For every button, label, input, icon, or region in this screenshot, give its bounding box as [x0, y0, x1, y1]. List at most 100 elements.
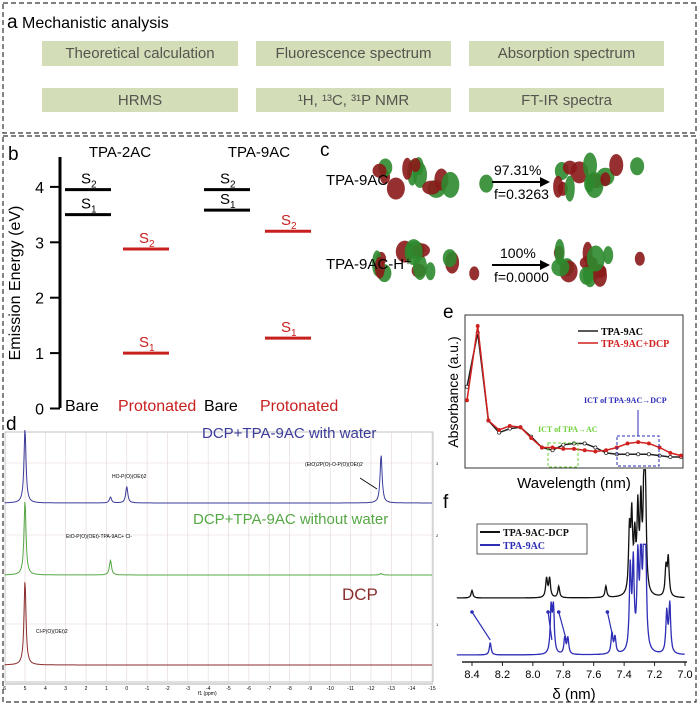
x-tick-label: 8.4 — [464, 669, 479, 681]
data-point — [582, 441, 587, 446]
nmr-spectrum — [456, 543, 685, 656]
data-point — [518, 425, 523, 430]
structure-adduct: EtO-P(O)(OEt)-TPA-9AC+ Cl- — [66, 534, 132, 540]
panel-letter: d — [6, 414, 17, 435]
nmr-trace — [4, 582, 432, 666]
x-tick-label: 5 — [24, 686, 27, 692]
data-point — [657, 445, 662, 450]
panel-letter: f — [443, 492, 449, 513]
data-point — [668, 450, 673, 455]
state-label: S1 — [281, 319, 297, 339]
arrow-head — [540, 177, 550, 187]
data-point — [561, 446, 566, 451]
data-point — [593, 449, 598, 454]
x-tick-label: -7 — [267, 686, 272, 692]
shift-arrow — [606, 611, 615, 641]
x-tick-label: -11 — [347, 686, 354, 692]
orbital-lobe — [553, 175, 564, 198]
homo-orbital-tpa-9ac — [372, 157, 494, 200]
data-point — [486, 418, 491, 423]
x-tick-label: -5 — [226, 686, 231, 692]
transition-percent: 97.31% — [494, 162, 542, 178]
right-tick-label: 2 — [436, 533, 439, 538]
panel-letter: a — [7, 12, 18, 33]
structure-pyrophosphate: (EtO)2P(O)-O-P(O)(OEt)2 — [305, 462, 363, 468]
orbital-lobe — [425, 262, 436, 281]
right-tick-label: 1 — [436, 622, 439, 627]
x-tick-label: 3 — [64, 686, 67, 692]
data-point — [646, 441, 651, 446]
x-axis-label: δ (nm) — [552, 686, 595, 703]
data-point — [497, 428, 502, 432]
data-point — [668, 455, 673, 459]
data-point — [604, 448, 609, 453]
orbital-lobe — [374, 256, 385, 279]
x-tick-label: -14 — [408, 686, 415, 692]
orbital-lobe — [579, 266, 594, 285]
lumo-orbital-tpa-9ac — [553, 152, 645, 202]
orbital-lobe — [551, 258, 570, 277]
legend-label: TPA-9AC — [503, 541, 545, 552]
orbital-lobe — [583, 152, 597, 179]
annotation-box — [547, 442, 579, 468]
orbital-lobe — [586, 245, 605, 272]
nmr-trace — [4, 501, 432, 576]
molecule-label: TPA-9AC — [326, 172, 389, 189]
state-type-label: Protonated — [118, 398, 196, 415]
data-point — [679, 453, 683, 458]
right-tick-label: 3 — [436, 461, 439, 466]
x-tick-label: 8.0 — [525, 669, 540, 681]
x-tick-label: 7.4 — [616, 669, 631, 681]
data-point — [636, 440, 641, 445]
orbital-lobe — [600, 172, 611, 187]
x-tick-label: -8 — [287, 686, 292, 692]
orbital-lobe — [554, 239, 565, 266]
structure-diethyl-phosphate: HO-P(O)(OEt)2 — [112, 474, 147, 480]
shift-arrow — [558, 611, 567, 641]
arrow-head — [605, 610, 610, 614]
data-point — [550, 445, 555, 450]
data-point — [593, 445, 598, 450]
panel-letter: e — [443, 302, 454, 323]
x-tick-label: 1 — [105, 686, 108, 692]
x-tick-label: -4 — [206, 686, 211, 692]
annotation-label: ICT of TPA-9AC→DCP — [584, 396, 667, 405]
orbital-lobe — [585, 172, 604, 199]
y-tick-label: 4 — [35, 180, 44, 197]
data-point — [507, 423, 512, 428]
state-label: S1 — [220, 191, 236, 211]
arrow-head — [540, 260, 550, 270]
y-tick-label: 1 — [35, 346, 44, 363]
y-tick-label: 2 — [35, 291, 44, 308]
annotation-label: ICT of TPA→AC — [538, 425, 598, 434]
orbital-lobe — [603, 246, 614, 265]
data-point — [475, 324, 480, 328]
y-axis-label: Emission Energy (eV) — [7, 206, 24, 361]
arrow-head — [556, 610, 561, 614]
data-point — [582, 448, 587, 453]
x-tick-label: -13 — [388, 686, 395, 692]
orbital-lobe — [609, 154, 624, 177]
pointer-arrow — [359, 477, 378, 490]
lumo-orbital-tpa-9ac-h — [551, 239, 645, 288]
orbital-lobe — [372, 163, 387, 178]
x-tick-label: -6 — [247, 686, 252, 692]
state-label: S2 — [81, 171, 97, 191]
x-tick-label: -12 — [367, 686, 374, 692]
transition-percent: 100% — [500, 245, 536, 261]
arrow-head — [470, 610, 474, 614]
legend-label: TPA-9AC-DCP — [503, 528, 569, 539]
panel-letter: c — [320, 140, 330, 161]
x-tick-label: -9 — [308, 686, 313, 692]
oscillator-strength: f=0.0000 — [494, 269, 549, 285]
state-label: S2 — [220, 171, 236, 191]
shift-arrow — [471, 611, 491, 641]
data-point — [529, 436, 534, 440]
x-tick-label: 6 — [3, 686, 6, 692]
data-point — [625, 441, 630, 446]
y-axis-label: Absorbance (a.u.) — [445, 336, 461, 447]
data-point — [465, 398, 469, 403]
absorbance-curve — [466, 332, 681, 458]
